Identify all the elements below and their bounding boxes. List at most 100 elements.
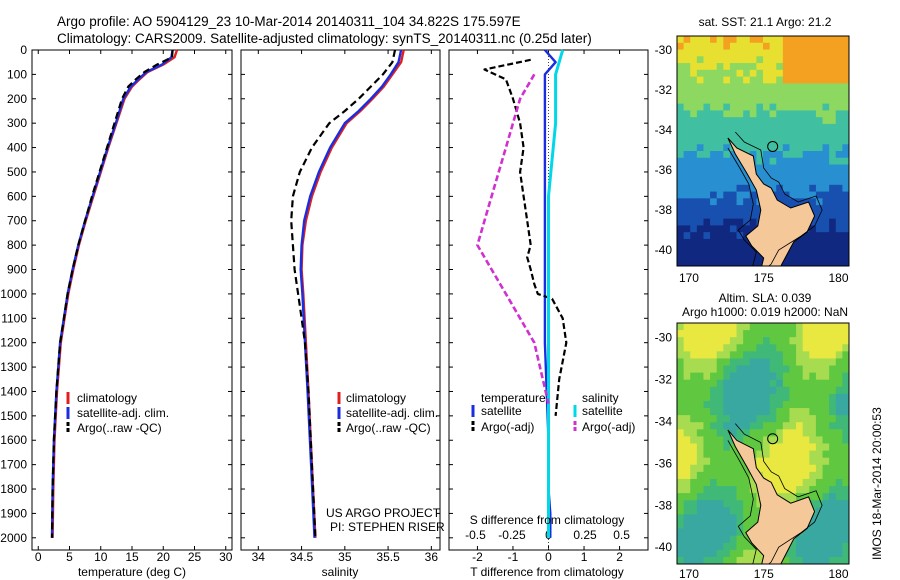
map-cell	[842, 535, 849, 544]
map-cell	[710, 330, 718, 338]
land-north-island	[727, 137, 816, 266]
x-tick-label: 5	[66, 550, 73, 564]
map-cell	[696, 184, 704, 193]
map-cell	[815, 535, 824, 544]
map-cell	[835, 36, 843, 44]
map-cell	[822, 225, 830, 233]
map-cell	[696, 415, 704, 423]
map-cell	[763, 42, 771, 51]
map-cell	[743, 422, 751, 430]
map-cell	[789, 386, 797, 395]
map-cell	[802, 323, 810, 331]
map-cell	[769, 56, 777, 64]
map-cell	[835, 96, 843, 105]
map-cell	[690, 42, 698, 51]
map-cell	[789, 198, 797, 206]
map-cell	[842, 386, 849, 395]
map-cell	[763, 429, 771, 437]
map-cell	[743, 372, 751, 381]
map-cell	[809, 528, 817, 537]
map-cell	[802, 372, 810, 381]
map-cell	[835, 184, 843, 193]
map-cell	[835, 379, 843, 388]
map-cell	[842, 450, 849, 459]
map-cell	[835, 344, 843, 352]
map-cell	[703, 549, 711, 558]
map-cell	[749, 36, 757, 44]
map-cell	[729, 386, 738, 395]
map-cell	[703, 464, 711, 473]
map-cell	[842, 238, 849, 247]
map-cell	[736, 144, 744, 152]
map-cell	[829, 422, 837, 430]
map-cell	[815, 415, 824, 423]
map-cell	[723, 478, 731, 487]
map-cell	[736, 83, 744, 91]
map-cell	[749, 63, 757, 71]
map-cell	[690, 500, 698, 508]
map-cell	[677, 422, 685, 430]
map-cell	[683, 151, 691, 159]
map-cell	[716, 252, 724, 260]
map-cell	[822, 130, 830, 138]
map-cell	[749, 507, 757, 515]
map-cell	[796, 56, 804, 64]
map-cell	[769, 358, 777, 367]
map-cell	[829, 218, 837, 226]
map-cell	[796, 36, 804, 44]
map-cell	[835, 514, 843, 522]
map-cell	[815, 443, 824, 452]
map-cell	[763, 400, 771, 409]
map-cell	[815, 130, 824, 138]
map-cell	[763, 103, 771, 111]
map-cell	[736, 493, 744, 501]
map-cell	[677, 393, 685, 402]
map-cell	[723, 42, 731, 51]
map-cell	[723, 542, 731, 551]
map-cell	[829, 500, 837, 508]
map-cell	[815, 49, 824, 57]
map-cell	[683, 365, 691, 374]
map-cell	[763, 130, 771, 138]
map-cell	[782, 76, 790, 84]
map-cell	[696, 323, 704, 331]
map-cell	[835, 198, 843, 206]
map-cell	[815, 393, 824, 402]
map-cell	[802, 63, 810, 71]
map-cell	[683, 450, 691, 459]
map-cell	[829, 535, 837, 544]
pressure-tick-label: 1200	[0, 336, 27, 350]
map-cell	[815, 365, 824, 374]
map-cell	[769, 63, 777, 71]
map-cell	[756, 365, 764, 374]
map-cell	[782, 63, 790, 71]
map-cell	[703, 96, 711, 105]
map-cell	[756, 422, 764, 430]
map-cell	[723, 171, 731, 179]
map-cell	[829, 330, 837, 338]
map-cell	[809, 130, 817, 138]
map-cell	[683, 372, 691, 381]
map-cell	[842, 259, 849, 266]
map-cell	[815, 103, 824, 111]
map-cell	[690, 330, 698, 338]
map-cell	[756, 83, 764, 91]
map-cell	[815, 337, 824, 345]
map-cell	[696, 337, 704, 345]
map-cell	[690, 365, 698, 374]
map-cell	[749, 110, 757, 118]
map-cell	[710, 365, 718, 374]
map-cell	[743, 184, 751, 193]
map-cell	[723, 486, 731, 494]
map-cell	[782, 400, 790, 409]
map-cell	[789, 365, 797, 374]
map-cell	[677, 69, 685, 78]
map-cell	[716, 535, 724, 544]
map-cell	[842, 83, 849, 91]
map-cell	[716, 351, 724, 359]
map-cell	[723, 408, 731, 416]
map-cell	[723, 76, 731, 84]
map-cell	[683, 56, 691, 64]
map-cell	[677, 76, 685, 84]
map-cell	[716, 323, 724, 331]
